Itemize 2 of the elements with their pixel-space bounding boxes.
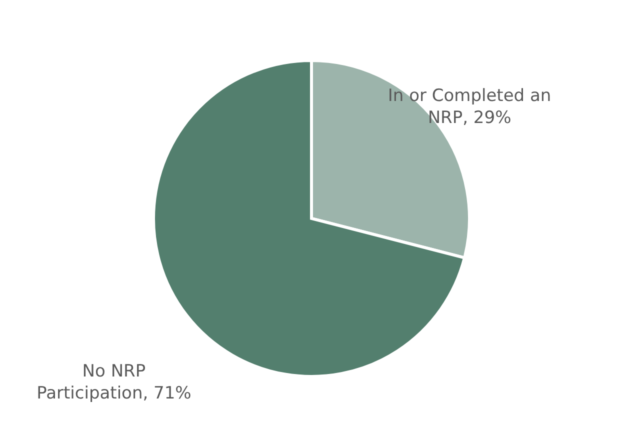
slice-label: In or Completed an NRP, 29% [388, 86, 552, 128]
slice-label: No NRP Participation, 71% [36, 362, 192, 404]
